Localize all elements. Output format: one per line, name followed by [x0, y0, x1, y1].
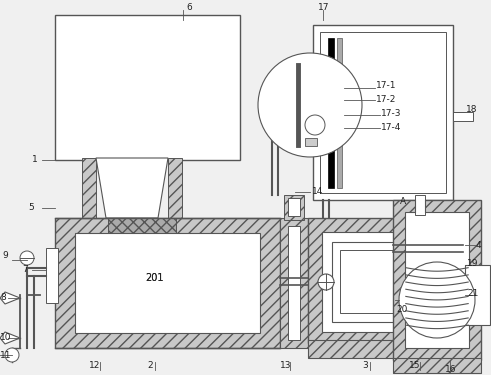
Polygon shape [0, 332, 20, 344]
Text: 17-1: 17-1 [376, 81, 397, 90]
Text: 6: 6 [186, 3, 192, 12]
Text: 201: 201 [146, 273, 164, 283]
Bar [288, 226, 300, 340]
Text: 201: 201 [146, 273, 164, 283]
Bar [405, 212, 469, 348]
Bar [55, 218, 280, 348]
Text: 17-2: 17-2 [376, 96, 396, 105]
Polygon shape [96, 158, 168, 218]
Bar [308, 218, 463, 343]
Bar [322, 232, 449, 332]
Bar [453, 112, 473, 121]
Text: 20: 20 [396, 306, 408, 315]
Text: 2: 2 [147, 360, 153, 369]
Text: 3: 3 [362, 360, 368, 369]
Circle shape [305, 115, 325, 135]
Text: 8: 8 [0, 294, 6, 303]
Bar [320, 32, 446, 193]
Circle shape [5, 348, 19, 362]
Bar [280, 218, 308, 348]
Bar [393, 358, 481, 373]
Bar [305, 138, 317, 146]
Text: A: A [400, 198, 406, 207]
Bar [465, 265, 490, 325]
Text: 13: 13 [280, 360, 292, 369]
Bar [108, 218, 176, 233]
Text: 21: 21 [467, 288, 478, 297]
Bar [46, 248, 58, 303]
Text: 4: 4 [476, 240, 482, 249]
Text: 18: 18 [466, 105, 478, 114]
Text: 17-4: 17-4 [381, 123, 401, 132]
Bar [340, 250, 432, 313]
Circle shape [20, 251, 34, 265]
Text: 7: 7 [22, 266, 28, 274]
Bar [313, 25, 453, 200]
Text: 17-3: 17-3 [381, 108, 402, 117]
Circle shape [258, 53, 362, 157]
Text: 17: 17 [318, 3, 329, 12]
Bar [415, 195, 425, 215]
Text: 12: 12 [89, 360, 101, 369]
Bar [284, 195, 304, 220]
Bar [328, 38, 334, 188]
Bar [168, 158, 182, 218]
Bar [308, 340, 463, 358]
Text: 11: 11 [0, 351, 11, 360]
Text: 14: 14 [312, 188, 324, 196]
Text: 1: 1 [32, 156, 38, 165]
Bar [55, 15, 240, 160]
Bar [393, 200, 481, 360]
Bar [288, 198, 300, 216]
Circle shape [318, 274, 334, 290]
Text: 10: 10 [0, 333, 11, 342]
Text: 5: 5 [28, 204, 34, 213]
Text: 16: 16 [445, 366, 457, 375]
Text: 9: 9 [2, 251, 8, 260]
Polygon shape [0, 292, 20, 304]
Text: 15: 15 [409, 360, 421, 369]
Bar [332, 242, 440, 322]
Text: 19: 19 [467, 258, 479, 267]
Circle shape [399, 262, 475, 338]
Bar [82, 158, 96, 218]
Bar [337, 38, 342, 188]
Bar [75, 233, 260, 333]
